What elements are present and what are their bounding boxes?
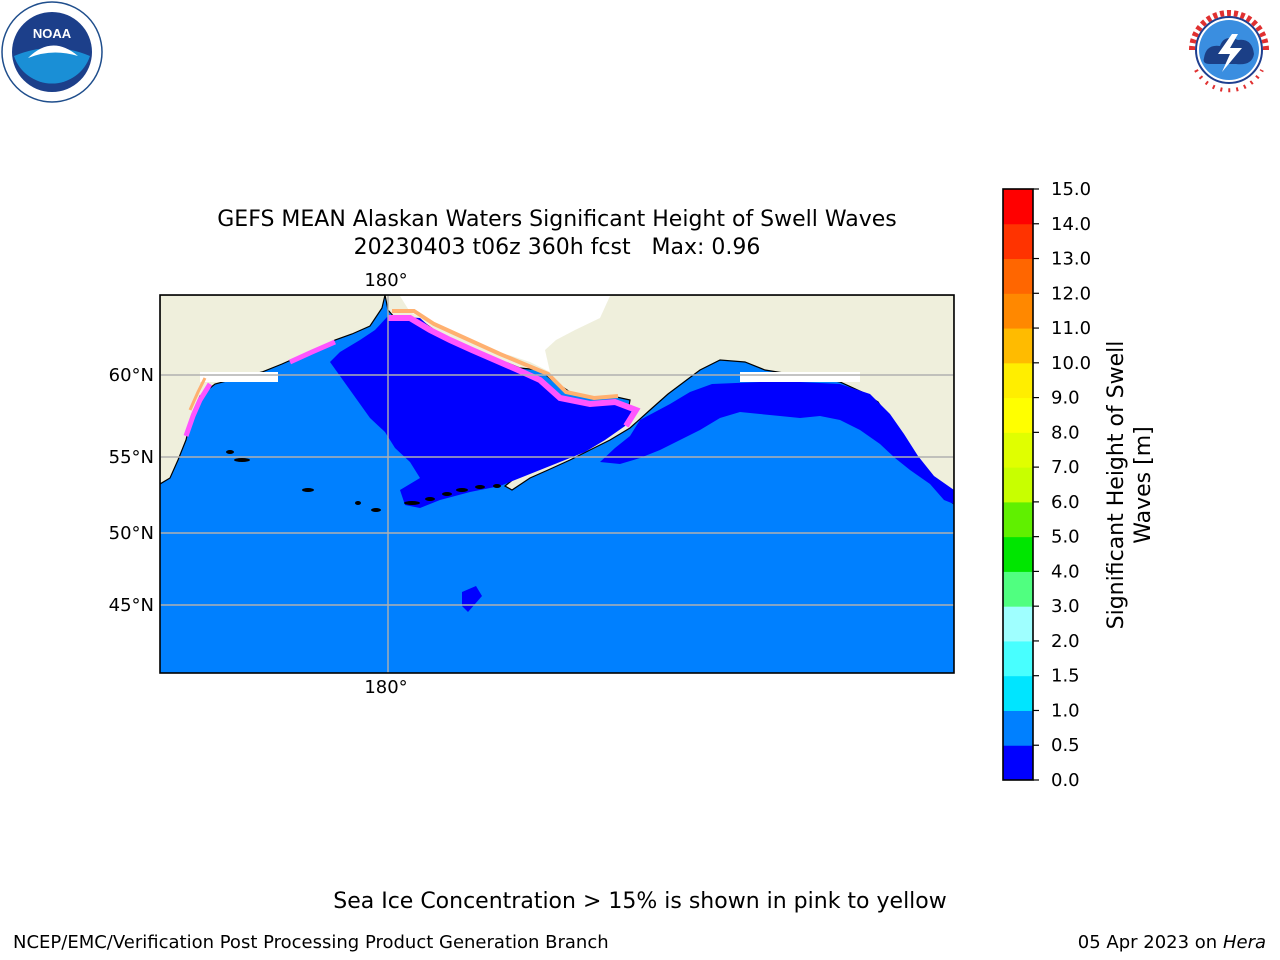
sea-ice-edge-north (388, 315, 641, 428)
map-plot-area (160, 295, 954, 673)
colorbar-bin-0.0-0.5 (1003, 745, 1033, 781)
aleutian-islands (226, 450, 501, 512)
lon-label-top: 180° (364, 270, 407, 291)
colorbar-bin-12.0-13.0 (1003, 258, 1033, 294)
colorbar-bin-0.5-1.0 (1003, 710, 1033, 746)
colorbar-tick-label: 14.0 (1051, 214, 1091, 235)
sea-ice-note: Sea Ice Concentration > 15% is shown in … (333, 889, 947, 914)
colorbar-tick-label: 5.0 (1051, 527, 1080, 548)
sea-ice-white-east (740, 372, 860, 382)
colorbar-bin-5.0-6.0 (1003, 501, 1033, 538)
colorbar-tick-label: 11.0 (1051, 318, 1091, 339)
colorbar-label-line2: Waves [m] (1131, 426, 1156, 543)
colorbar-bin-14.0-15.0 (1003, 189, 1033, 225)
colorbar-bin-6.0-7.0 (1003, 467, 1033, 503)
colorbar-bin-9.0-10.0 (1003, 362, 1033, 399)
lat-label-55: 55°N (109, 447, 154, 468)
colorbar-tick-label: 15.0 (1051, 179, 1091, 200)
colorbar-tick-label: 3.0 (1051, 596, 1080, 617)
colorbar-frame (1002, 188, 1034, 781)
colorbar-tick-label: 2.0 (1051, 631, 1080, 652)
colorbar-bin-2.0-3.0 (1003, 606, 1033, 642)
credit-left: NCEP/EMC/Verification Post Processing Pr… (13, 932, 609, 953)
colorbar-bin-1.0-1.5 (1003, 675, 1033, 711)
colorbar-bin-13.0-14.0 (1003, 223, 1033, 260)
colorbar-tick-label: 9.0 (1051, 388, 1080, 409)
lon-label-bottom: 180° (364, 677, 407, 698)
colorbar-label-line1: Significant Height of Swell (1104, 341, 1129, 630)
colorbar-tick-label: 1.0 (1051, 700, 1080, 721)
credit-machine: Hera (1222, 932, 1266, 953)
sea-ice-edge-north-outer (392, 309, 619, 401)
low-swell-goa (600, 382, 954, 504)
gridlines (160, 295, 954, 673)
sea-ice-white-west (200, 372, 278, 382)
colorbar-tick-label: 4.0 (1051, 561, 1080, 582)
credit-date: 05 Apr 2023 on (1077, 932, 1218, 953)
colorbar-tick-label: 6.0 (1051, 492, 1080, 513)
lat-label-45: 45°N (109, 595, 154, 616)
lat-label-50: 50°N (109, 523, 154, 544)
colorbar-bin-11.0-12.0 (1003, 293, 1033, 329)
colorbar-tick-label: 0.0 (1051, 770, 1080, 791)
colorbar-tick-label: 13.0 (1051, 249, 1091, 270)
sea-ice-edge-chukotka (288, 339, 336, 365)
nws-logo (1182, 3, 1276, 97)
colorbar-bin-1.5-2.0 (1003, 640, 1033, 677)
colorbar-tick-label: 10.0 (1051, 353, 1091, 374)
map-frame (159, 294, 955, 674)
sea-ice-edge-west-outer (188, 377, 207, 411)
noaa-logo-text: NOAA (33, 26, 72, 41)
sea-ice-white (400, 296, 610, 372)
colorbar-tick-label: 7.0 (1051, 457, 1080, 478)
noaa-logo: NOAA (1, 1, 103, 103)
low-swell-bering (330, 316, 636, 508)
colorbar-bin-10.0-11.0 (1003, 328, 1033, 364)
chart-title: GEFS MEAN Alaskan Waters Significant Hei… (217, 207, 897, 232)
colorbar-tick-label: 12.0 (1051, 283, 1091, 304)
colorbar-bin-7.0-8.0 (1003, 432, 1033, 468)
colorbar-bin-4.0-5.0 (1003, 536, 1033, 572)
colorbar-bin-8.0-9.0 (1003, 397, 1033, 433)
lat-label-60: 60°N (109, 365, 154, 386)
colorbar-tick-label: 1.5 (1051, 666, 1080, 687)
colorbar-tick-label: 8.0 (1051, 422, 1080, 443)
colorbar-bin-3.0-4.0 (1003, 571, 1033, 607)
chart-subtitle: 20230403 t06z 360h fcst Max: 0.96 (353, 235, 761, 260)
credit-right: 05 Apr 2023 on Hera (1078, 932, 1266, 953)
sea-ice-edge-west (183, 382, 213, 437)
colorbar-tick-label: 0.5 (1051, 735, 1080, 756)
colorbar: 15.0 14.0 13.0 12.0 11.0 10.0 9.0 8.0 7.0 6.0 5.0 4… (1002, 179, 1091, 791)
